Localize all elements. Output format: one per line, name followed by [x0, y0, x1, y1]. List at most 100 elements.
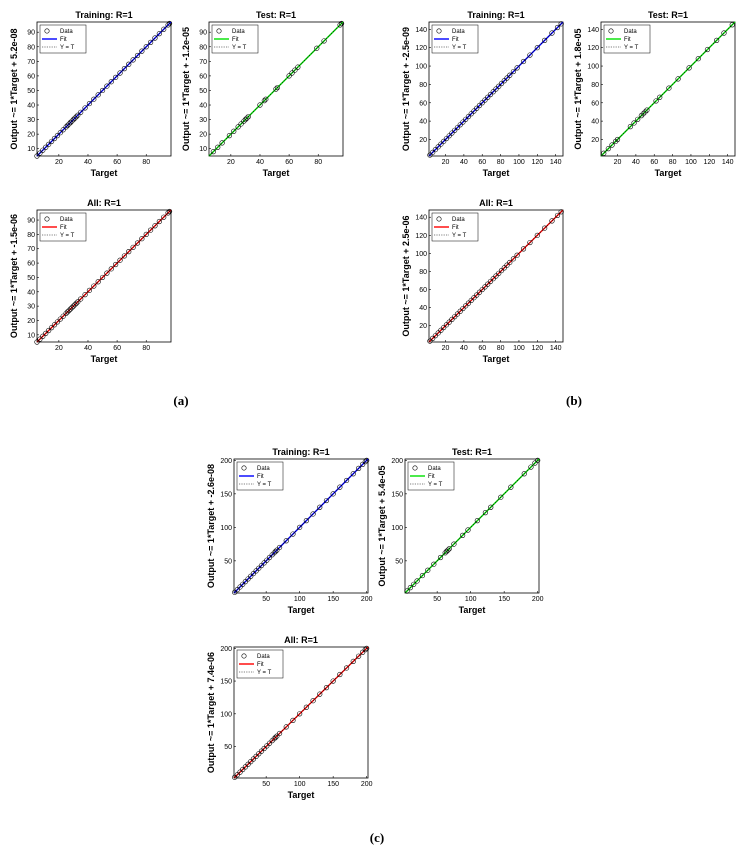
data-point — [451, 541, 457, 547]
data-point — [70, 116, 77, 123]
x-tick-label: 60 — [478, 159, 486, 166]
data-point — [534, 232, 540, 238]
y-tick-label: 140 — [415, 215, 427, 222]
data-point — [454, 124, 461, 131]
data-point — [675, 76, 681, 82]
data-point — [460, 119, 466, 125]
data-point — [337, 484, 343, 490]
x-tick-label: 80 — [497, 159, 505, 166]
data-point — [264, 743, 270, 749]
data-point — [271, 736, 277, 742]
data-point — [350, 658, 356, 665]
y-axis-label: Output ~= 1*Target + 2.5e-06 — [401, 215, 411, 336]
data-point — [266, 554, 273, 561]
legend-data-marker — [412, 465, 418, 471]
data-point — [134, 240, 141, 246]
data-point — [666, 85, 672, 91]
data-point — [303, 518, 309, 524]
y-tick-label: 90 — [199, 30, 207, 37]
legend-data-label: Data — [428, 466, 441, 472]
data-point — [95, 92, 101, 98]
legend-data-marker — [241, 465, 247, 471]
data-point — [40, 147, 46, 153]
y-tick-label: 50 — [27, 275, 35, 282]
data-point — [657, 94, 663, 100]
data-point — [613, 138, 619, 144]
y-tick-label: 40 — [27, 289, 35, 296]
x-tick-label: 60 — [113, 159, 121, 166]
data-point — [67, 119, 74, 126]
data-point — [261, 560, 267, 566]
data-point — [113, 261, 119, 268]
data-point — [134, 52, 141, 59]
y-equals-t-line — [208, 21, 344, 157]
data-point — [501, 265, 507, 271]
panel-label-b: (b) — [566, 393, 582, 408]
y-tick-label: 90 — [27, 218, 35, 225]
data-point — [443, 322, 450, 328]
data-point — [78, 296, 84, 302]
data-point — [542, 37, 548, 43]
y-tick-label: 40 — [27, 103, 35, 110]
data-point — [427, 152, 433, 158]
data-point — [487, 91, 494, 98]
data-point — [231, 128, 237, 134]
regression-plot-6: 20 40 60 80 100 120 140 20 40 60 80 100 120 140 Data Fi… — [401, 198, 564, 364]
data-point — [241, 118, 247, 124]
data-point — [521, 471, 527, 477]
data-point — [508, 484, 514, 490]
x-tick-label: 50 — [262, 781, 270, 788]
data-point — [66, 307, 72, 314]
legend-data-label: Data — [60, 217, 73, 223]
data-point — [276, 544, 283, 551]
y-tick-label: 70 — [27, 59, 35, 66]
y-axis-label: Output ~= 1*Target + -1.2e-05 — [181, 27, 191, 151]
data-point — [108, 266, 114, 272]
data-point — [54, 319, 60, 325]
x-axis-label: Target — [483, 168, 510, 178]
data-point — [457, 308, 463, 314]
data-point — [148, 39, 154, 45]
x-tick-label: 100 — [513, 345, 525, 352]
data-point — [290, 531, 296, 537]
data-point — [43, 330, 49, 336]
x-tick-label: 100 — [465, 596, 477, 603]
data-point — [356, 465, 362, 471]
y-tick-label: 70 — [27, 246, 35, 253]
plot-title: Test: R=1 — [256, 10, 296, 20]
y-tick-label: 200 — [391, 458, 403, 465]
y-tick-label: 50 — [224, 744, 232, 751]
data-point — [143, 231, 149, 237]
y-tick-label: 60 — [419, 287, 427, 294]
data-point — [245, 761, 251, 767]
y-tick-label: 50 — [27, 88, 35, 95]
data-point — [507, 72, 513, 78]
data-point — [360, 649, 366, 655]
data-point — [264, 557, 270, 563]
data-point — [245, 576, 251, 582]
data-point — [504, 262, 510, 268]
data-point — [244, 115, 250, 121]
data-point — [485, 94, 491, 100]
data-point — [460, 532, 466, 538]
data-point — [501, 78, 507, 84]
x-tick-label: 20 — [55, 159, 63, 166]
data-point — [442, 550, 448, 556]
x-axis-label: Target — [263, 168, 290, 178]
data-point — [46, 327, 52, 334]
data-point — [427, 338, 433, 344]
data-point — [476, 289, 483, 295]
legend-fit-label: Fit — [452, 225, 459, 231]
data-point — [242, 764, 248, 770]
x-axis-label: Target — [288, 790, 315, 800]
legend-data-marker — [216, 28, 222, 34]
y-tick-label: 80 — [27, 44, 35, 51]
y-tick-label: 60 — [27, 261, 35, 268]
data-point — [289, 70, 295, 76]
data-point — [337, 671, 343, 678]
x-tick-label: 80 — [142, 345, 150, 352]
data-point — [487, 278, 494, 285]
y-tick-label: 30 — [27, 117, 35, 124]
data-point — [34, 153, 40, 159]
